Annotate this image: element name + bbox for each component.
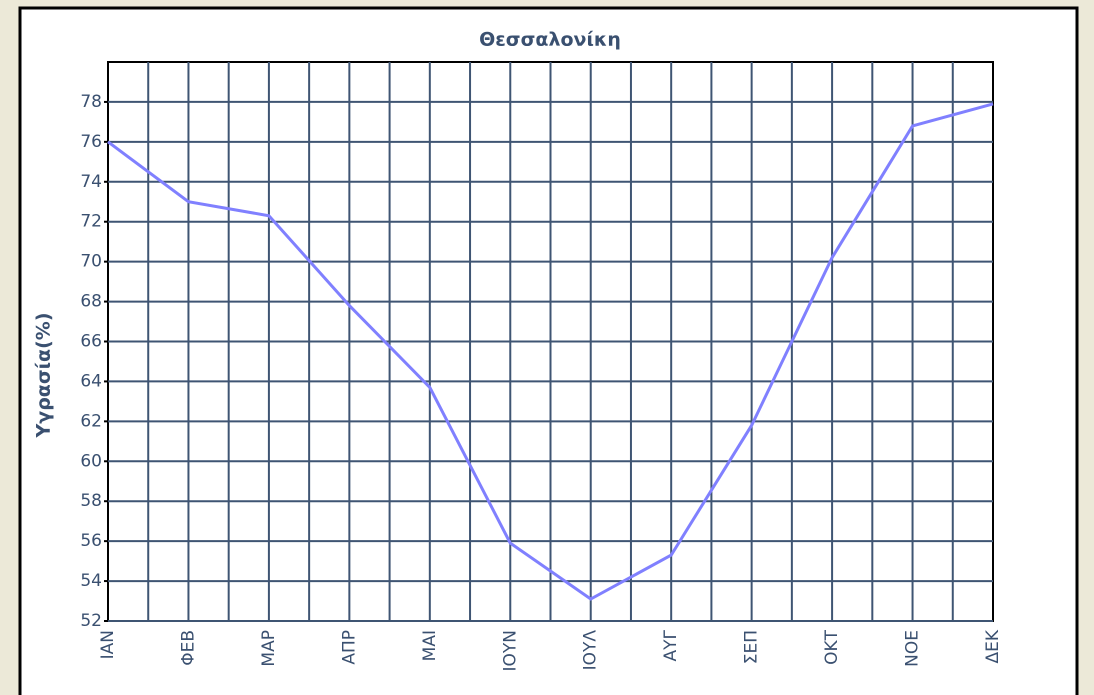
x-tick-label: ΑΥΓ [661,629,681,661]
x-tick-label: ΟΚΤ [822,629,842,665]
y-tick-label: 72 [80,212,102,232]
y-tick-label: 68 [80,292,102,312]
y-tick-label: 56 [80,531,102,551]
x-tick-label: ΙΑΝ [98,630,118,659]
y-tick-label: 64 [80,371,102,391]
chart-title: Θεσσαλονίκη [479,29,621,51]
line-series [107,102,994,601]
x-tick-label: ΜΑΡ [259,630,279,667]
x-tick-label: ΣΕΠ [742,630,762,664]
x-tick-label: ΙΟΥΛ [581,630,601,671]
x-tick-label: ΑΠΡ [339,630,359,665]
x-tick-label: ΦΕΒ [178,630,198,666]
y-tick-label: 74 [80,172,102,192]
y-tick-label: 70 [80,252,102,272]
x-tick-label: ΜΑΙ [420,630,440,661]
y-tick-label: 78 [80,92,102,112]
y-tick-label: 54 [80,571,102,591]
y-axis-label: Υγρασία(%) [33,312,55,438]
y-tick-label: 52 [80,611,102,631]
x-tick-label: ΝΟΕ [903,630,923,667]
y-tick-label: 62 [80,411,102,431]
y-tick-label: 76 [80,132,102,152]
y-tick-label: 66 [80,332,102,352]
x-tick-label: ΔΕΚ [983,629,1003,663]
y-tick-label: 58 [80,491,102,511]
y-tick-label: 60 [80,451,102,471]
x-tick-label: ΙΟΥΝ [500,630,520,672]
